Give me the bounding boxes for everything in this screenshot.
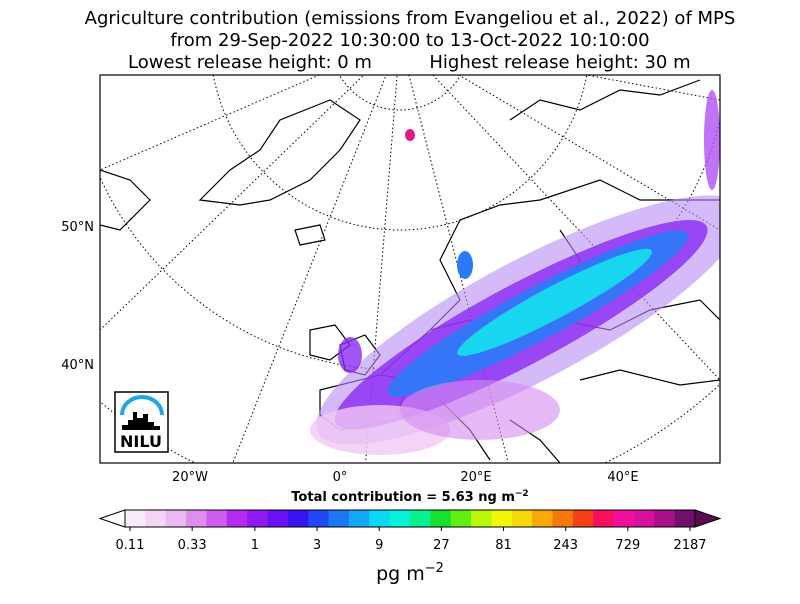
title-line: Agriculture contribution (emissions from…	[85, 8, 736, 29]
lon-label: 20°W	[172, 470, 208, 485]
colorbar-tick-label: 1	[251, 538, 259, 553]
colorbar-cell	[511, 510, 533, 527]
colorbar-cell	[186, 510, 207, 527]
colorbar-tick-label: 81	[495, 538, 512, 553]
colorbar-cell	[633, 510, 655, 527]
colorbar-tick-label: 0.33	[178, 538, 207, 553]
colorbar-cell	[247, 510, 268, 527]
colorbar-cell	[674, 510, 696, 527]
colorbar-cell	[613, 510, 635, 527]
colorbar-tick-label: 27	[433, 538, 450, 553]
colorbar-cell	[430, 510, 452, 527]
lon-label: 40°E	[607, 470, 638, 485]
colorbar-tick-label: 9	[375, 538, 383, 553]
colorbar-tick-label: 243	[553, 538, 578, 553]
plume	[310, 90, 720, 455]
total-contribution: Total contribution = 5.63 ng m−2	[291, 489, 528, 505]
colorbar-cell	[572, 510, 594, 527]
colorbar-cell	[308, 510, 330, 527]
colorbar-cell	[654, 510, 676, 527]
colorbar-cell	[267, 510, 289, 527]
logo-text: NILU	[120, 432, 162, 451]
logo: NILU	[114, 391, 169, 453]
colorbar-unit: pg m−2	[376, 561, 444, 585]
colorbar-cell	[491, 510, 513, 527]
title-line: Lowest release height: 0 m	[128, 52, 372, 73]
title-line: from 29-Sep-2022 10:30:00 to 13-Oct-2022…	[170, 30, 649, 51]
lat-label: 50°N	[61, 220, 94, 235]
colorbar-cell	[145, 510, 167, 527]
lat-label: 40°N	[61, 358, 94, 373]
colorbar-tick-label: 729	[615, 538, 640, 553]
title-line: Highest release height: 30 m	[429, 52, 690, 73]
colorbar-frame	[124, 509, 696, 528]
colorbar-cell	[287, 510, 309, 527]
colorbar-tick-label: 0.11	[116, 538, 145, 553]
graticule	[100, 75, 720, 463]
colorbar-cell	[552, 510, 574, 527]
map	[100, 75, 720, 463]
map-frame	[99, 74, 721, 464]
lon-label: 20°E	[460, 470, 491, 485]
colorbar-cell	[389, 510, 411, 527]
colorbar-cell	[328, 510, 350, 527]
colorbar-tick-label: 3	[313, 538, 321, 553]
colorbar-cell	[532, 510, 553, 527]
colorbar-cell	[348, 510, 370, 527]
colorbar-cell	[165, 510, 187, 527]
colorbar: 0.11 0.33 1 3 9 27 81 243 729 2187	[98, 509, 722, 553]
colorbar-cell	[206, 510, 228, 527]
colorbar-cell	[410, 510, 431, 527]
colorbar-cell	[369, 510, 391, 527]
colorbar-cell	[471, 510, 492, 527]
colorbar-tick-label: 2187	[673, 538, 706, 553]
colorbar-cell	[450, 510, 472, 527]
colorbar-cell	[593, 510, 615, 527]
colorbar-cell	[226, 510, 248, 527]
colorbar-cell	[125, 510, 146, 527]
lon-label: 0°	[333, 470, 348, 485]
